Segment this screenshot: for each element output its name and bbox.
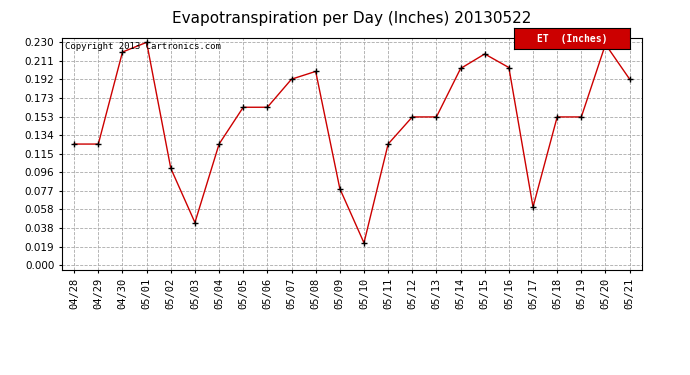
Text: Copyright 2013 Cartronics.com: Copyright 2013 Cartronics.com xyxy=(65,42,221,51)
Title: Evapotranspiration per Day (Inches) 20130522: Evapotranspiration per Day (Inches) 2013… xyxy=(172,10,531,26)
